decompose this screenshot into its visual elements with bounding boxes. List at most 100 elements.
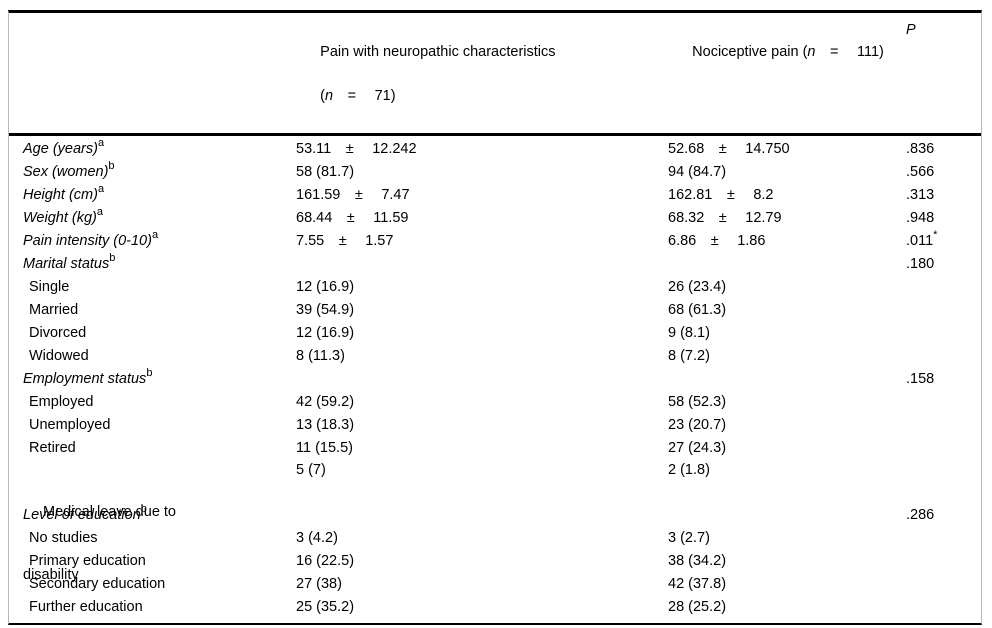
value-neuropathic: 16 (22.5): [296, 553, 355, 569]
table-row-retired: Retired 11 (15.5) 27 (24.3): [9, 437, 981, 460]
header-p-value: P: [906, 22, 916, 38]
value-neuropathic: 25 (35.2): [296, 599, 355, 615]
table-row-employed: Employed 42 (59.2) 58 (52.3): [9, 391, 981, 414]
footnote-marker: a: [97, 137, 105, 150]
header-neuropathic-n-open: (: [320, 88, 326, 104]
row-label: Age (years)a: [23, 137, 105, 157]
value-nociceptive: 68.32 ± 12.79: [668, 210, 782, 226]
value-nociceptive: [668, 504, 906, 527]
row-label: Retired: [29, 440, 76, 456]
table-header-row: Pain with neuropathic characteristics (n…: [9, 13, 981, 136]
value-nociceptive: 38 (34.2): [668, 553, 727, 569]
row-label: Level of educationb: [23, 503, 147, 523]
row-label: Pain intensity (0-10)a: [23, 229, 159, 249]
row-label: Married: [29, 302, 79, 318]
value-nociceptive: 3 (2.7): [668, 530, 710, 546]
row-label: Divorced: [29, 325, 87, 341]
value-nociceptive: 42 (37.8): [668, 576, 727, 592]
value-nociceptive: [668, 253, 906, 276]
row-label: Weight (kg)a: [23, 206, 103, 226]
table-row-widowed: Widowed 8 (11.3) 8 (7.2): [9, 345, 981, 368]
table-row-weight: Weight (kg)a 68.44 ± 11.59 68.32 ± 12.79…: [9, 207, 981, 230]
table-row-employment-status: Employment statusb .158: [9, 368, 981, 391]
value-nociceptive: 26 (23.4): [668, 279, 727, 295]
table-row-level-of-education: Level of educationb .286: [9, 504, 981, 527]
table-row-sex: Sex (women)b 58 (81.7) 94 (84.7) .566: [9, 161, 981, 184]
value-nociceptive: 6.86 ± 1.86: [668, 233, 766, 249]
header-neuropathic-title: Pain with neuropathic characteristics: [320, 44, 556, 60]
row-label: No studies: [29, 530, 98, 546]
row-label: Unemployed: [29, 417, 111, 433]
table-row-unemployed: Unemployed 13 (18.3) 23 (20.7): [9, 414, 981, 437]
value-neuropathic: [296, 504, 668, 527]
header-nociceptive-group: Nociceptive pain (n = 111): [668, 19, 906, 129]
value-neuropathic: [296, 368, 668, 391]
footnote-marker: b: [140, 503, 147, 516]
table-row-no-studies: No studies 3 (4.2) 3 (2.7): [9, 527, 981, 550]
p-value: .566: [906, 164, 935, 180]
table-row-married: Married 39 (54.9) 68 (61.3): [9, 299, 981, 322]
p-value: [906, 437, 981, 460]
row-label: Marital statusb: [23, 252, 116, 272]
table-row-divorced: Divorced 12 (16.9) 9 (8.1): [9, 322, 981, 345]
header-neuropathic-group: Pain with neuropathic characteristics (n…: [296, 19, 668, 129]
p-value: .836: [906, 141, 935, 157]
value-nociceptive: 27 (24.3): [668, 440, 727, 456]
row-label: Sex (women)b: [23, 160, 115, 180]
value-neuropathic: 12 (16.9): [296, 325, 355, 341]
p-value: [906, 414, 981, 437]
p-value: [906, 322, 981, 345]
footnote-marker: a: [96, 206, 103, 219]
value-nociceptive: 28 (25.2): [668, 599, 727, 615]
header-empty-cell: [9, 19, 296, 129]
significance-marker: *: [933, 229, 938, 242]
header-neuropathic-n-symbol: n: [325, 88, 334, 104]
p-value: .313: [906, 187, 935, 203]
value-nociceptive: 68 (61.3): [668, 302, 727, 318]
p-value: [906, 391, 981, 414]
value-neuropathic: 39 (54.9): [296, 302, 355, 318]
header-nociceptive-n-symbol: n: [807, 44, 816, 60]
p-value: .011*: [906, 229, 938, 249]
p-value: .948: [906, 210, 935, 226]
value-nociceptive: 162.81 ± 8.2: [668, 187, 774, 203]
value-nociceptive: 52.68 ± 14.750: [668, 141, 790, 157]
row-label: Secondary education: [29, 576, 166, 592]
value-neuropathic: [296, 253, 668, 276]
demographics-table: Pain with neuropathic characteristics (n…: [8, 10, 982, 625]
table-row-medical-leave: Medical leave due to disability 5 (7) 2 …: [9, 460, 981, 583]
value-neuropathic: 12 (16.9): [296, 279, 355, 295]
p-value: .158: [906, 371, 935, 387]
header-nociceptive-title: Nociceptive pain (: [692, 44, 808, 60]
value-neuropathic: 58 (81.7): [296, 164, 355, 180]
table-row-age: Age (years)a 53.11 ± 12.242 52.68 ± 14.7…: [9, 138, 981, 161]
value-nociceptive: 23 (20.7): [668, 417, 727, 433]
footnote-marker: a: [151, 229, 159, 242]
table-row-secondary-education: Secondary education 27 (38) 42 (37.8): [9, 573, 981, 596]
table-row-primary-education: Primary education 16 (22.5) 38 (34.2): [9, 550, 981, 573]
p-value: [906, 299, 981, 322]
row-label: Employment statusb: [23, 367, 153, 387]
value-neuropathic: 53.11 ± 12.242: [296, 141, 417, 157]
footnote-marker: b: [109, 252, 116, 265]
table-row-pain-intensity: Pain intensity (0-10)a 7.55 ± 1.57 6.86 …: [9, 230, 981, 253]
value-nociceptive: 2 (1.8): [668, 462, 710, 478]
value-nociceptive: 9 (8.1): [668, 325, 710, 341]
row-label: Employed: [29, 394, 94, 410]
value-nociceptive: 8 (7.2): [668, 348, 710, 364]
p-value: [906, 596, 981, 619]
footnote-marker: b: [146, 367, 153, 380]
value-neuropathic: 68.44 ± 11.59: [296, 210, 409, 226]
p-value: [906, 276, 981, 299]
table-row-single: Single 12 (16.9) 26 (23.4): [9, 276, 981, 299]
value-neuropathic: 5 (7): [296, 462, 326, 478]
value-neuropathic: 7.55 ± 1.57: [296, 233, 394, 249]
value-neuropathic: 8 (11.3): [296, 348, 345, 364]
header-nociceptive-n-value: = 111): [815, 44, 884, 60]
table-row-height: Height (cm)a 161.59 ± 7.47 162.81 ± 8.2 …: [9, 184, 981, 207]
table-body: Age (years)a 53.11 ± 12.242 52.68 ± 14.7…: [9, 136, 981, 623]
row-label: Further education: [29, 599, 143, 615]
row-label: Primary education: [29, 553, 146, 569]
row-label: Height (cm)a: [23, 183, 105, 203]
value-neuropathic: 3 (4.2): [296, 530, 338, 546]
